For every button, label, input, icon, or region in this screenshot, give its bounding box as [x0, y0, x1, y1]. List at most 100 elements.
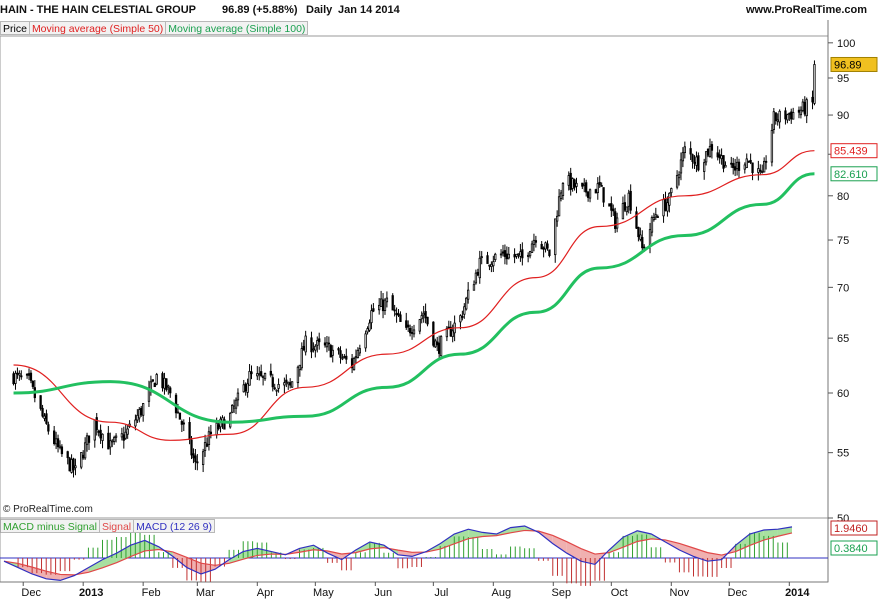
x-tick-label: Mar: [196, 587, 215, 599]
candle-body: [80, 452, 83, 468]
candle-body: [399, 314, 402, 322]
candle-body: [325, 342, 329, 348]
candle-body: [803, 101, 806, 115]
legend-ma100[interactable]: Moving average (Simple 100): [165, 21, 309, 35]
candle-body: [188, 422, 191, 440]
candle-body: [439, 336, 443, 357]
legend-macd-hist[interactable]: MACD minus Signal: [0, 519, 100, 533]
candle-body: [29, 372, 33, 381]
candle-body: [445, 327, 449, 338]
candle-body: [654, 214, 657, 218]
candle-body: [287, 381, 290, 385]
candle-body: [735, 161, 739, 169]
candle-body: [327, 342, 331, 345]
candle-body: [99, 429, 102, 439]
candle-body: [87, 435, 91, 443]
candle-body: [434, 340, 437, 348]
macd-fill: [116, 545, 131, 563]
candle-body: [675, 175, 679, 188]
candle-body: [530, 243, 534, 253]
candle-body: [472, 284, 476, 291]
candle-body: [45, 413, 48, 424]
macd-value-tag: 1.9460: [830, 520, 878, 536]
candle-body: [391, 295, 394, 311]
svg-text:0.3840: 0.3840: [834, 543, 868, 555]
y-tick-label: 70: [837, 282, 849, 294]
candle-body: [668, 192, 671, 206]
candle-body: [358, 348, 361, 354]
candle-body: [461, 316, 464, 318]
candle-body: [418, 319, 421, 332]
candle-body: [205, 443, 209, 447]
x-tick-label: Jun: [374, 587, 392, 599]
candle-body: [314, 345, 317, 351]
legend-ma50[interactable]: Moving average (Simple 50): [28, 21, 167, 35]
x-tick-label: Feb: [142, 587, 161, 599]
candle-body: [101, 433, 104, 441]
candle-body: [180, 421, 184, 425]
candle-body: [480, 256, 483, 259]
candle-body: [749, 159, 752, 163]
candle-body: [383, 299, 387, 311]
y-tick-label: 90: [837, 110, 849, 122]
candle-body: [182, 422, 185, 425]
candle-body: [515, 253, 518, 257]
candle-body: [799, 109, 803, 116]
candle-body: [503, 250, 507, 257]
candle-body: [393, 309, 396, 312]
candle-body: [56, 438, 60, 448]
macd-fill: [552, 535, 567, 554]
candle-body: [16, 372, 19, 375]
candle-body: [385, 297, 389, 303]
candle-body: [751, 162, 754, 174]
x-tick-label: Nov: [670, 587, 690, 599]
candle-body: [163, 377, 166, 389]
candle-body: [540, 243, 543, 250]
macd-fill: [201, 563, 216, 574]
candle-body: [505, 253, 509, 260]
svg-text:1.9460: 1.9460: [834, 523, 868, 535]
candle-body: [730, 162, 733, 165]
candle-body: [662, 198, 665, 217]
candle-body: [372, 308, 375, 312]
candle-body: [58, 445, 62, 448]
candle-body: [275, 389, 278, 392]
candle-body: [244, 383, 247, 392]
candle-body: [811, 96, 814, 103]
candle-body: [298, 364, 302, 371]
candle-body: [499, 253, 503, 256]
candle-body: [378, 304, 381, 311]
candle-body: [476, 271, 479, 276]
y-tick-label: 60: [837, 388, 849, 400]
title-bar: HAIN - THE HAIN CELESTIAL GROUP 96.89 (+…: [0, 0, 880, 20]
candle-body: [331, 349, 334, 356]
macd-histogram: [4, 526, 792, 586]
candle-body: [68, 457, 71, 472]
candle-body: [312, 348, 315, 351]
candle-body: [544, 242, 547, 250]
candle-body: [594, 189, 598, 194]
candle-body: [490, 263, 493, 268]
candle-body: [805, 99, 808, 117]
candle-body: [192, 453, 195, 459]
candle-body: [745, 158, 748, 168]
candle-body: [571, 178, 574, 189]
candle-body: [410, 332, 414, 334]
legend-macd-line[interactable]: MACD (12 26 9): [133, 519, 216, 533]
legend-macd-signal[interactable]: Signal: [98, 519, 135, 533]
candle-body: [167, 385, 170, 388]
candle-body: [637, 226, 640, 238]
macd-fill: [102, 553, 117, 568]
site-url[interactable]: www.ProRealTime.com: [746, 4, 868, 16]
candle-body: [223, 419, 226, 430]
candle-body: [343, 356, 346, 358]
candle-body: [625, 206, 628, 213]
candle-body: [109, 440, 112, 448]
candle-body: [492, 261, 495, 267]
candle-body: [217, 424, 220, 429]
candle-body: [178, 412, 182, 420]
x-tick-label: Sep: [552, 587, 572, 599]
candle-body: [797, 109, 801, 113]
legend-price[interactable]: Price: [0, 21, 30, 35]
